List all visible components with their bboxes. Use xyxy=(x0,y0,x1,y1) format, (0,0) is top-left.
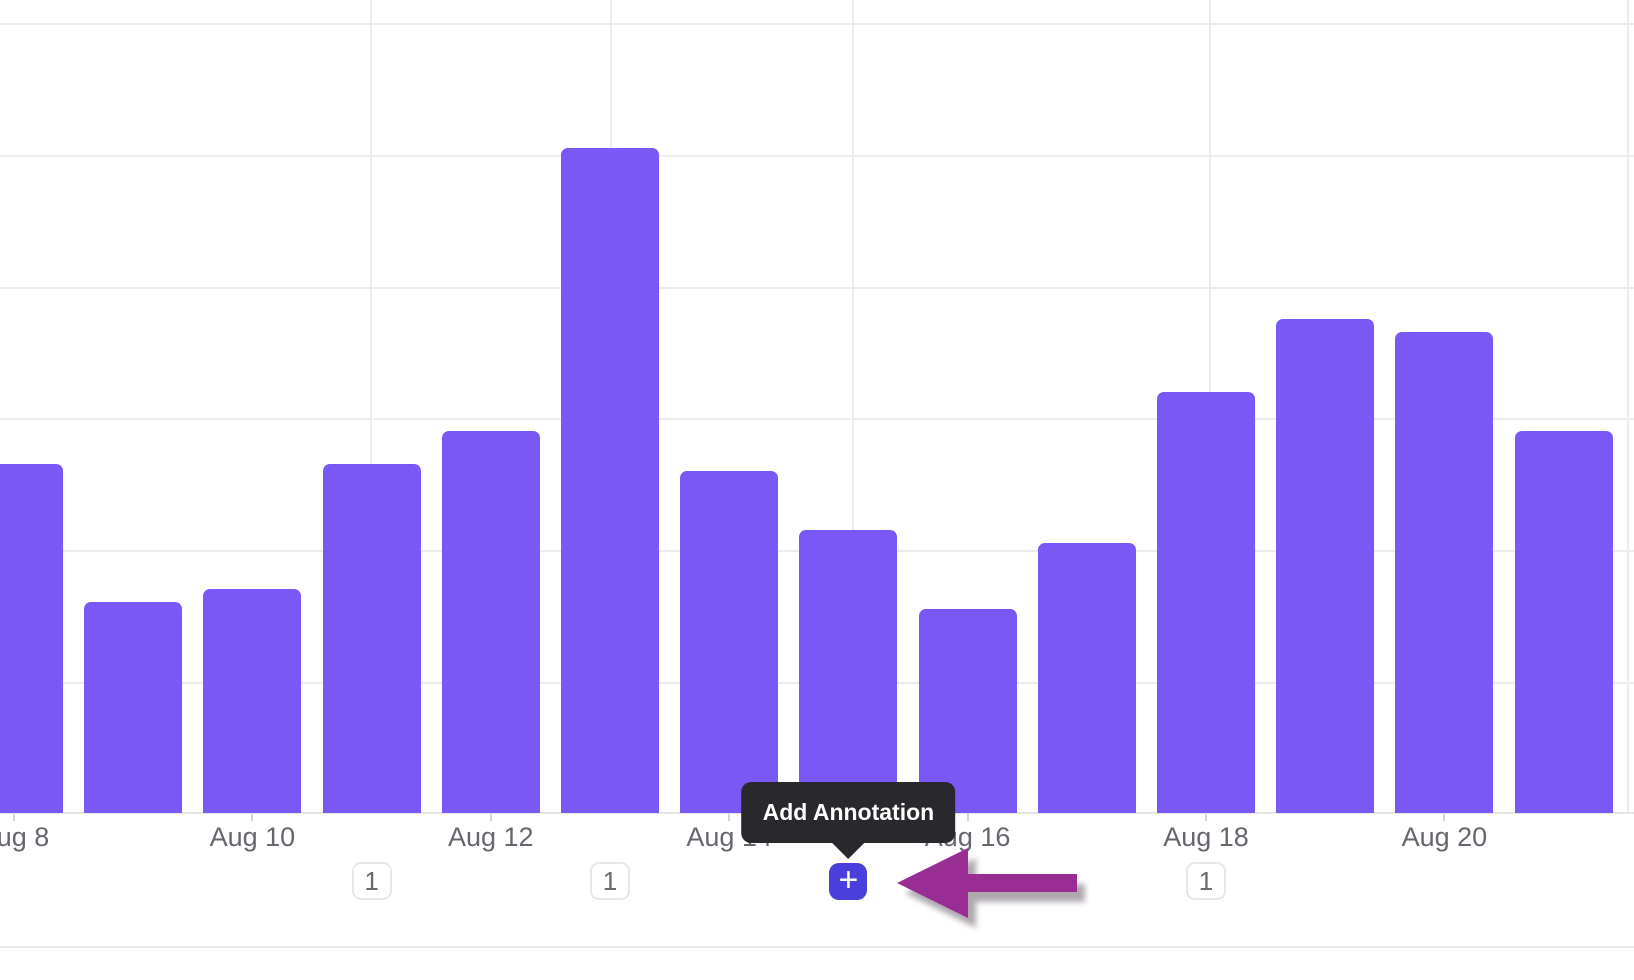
bar-aug-16[interactable] xyxy=(918,609,1017,813)
x-axis-tick xyxy=(728,814,731,821)
x-axis-tick xyxy=(1205,814,1207,821)
bar-aug-10[interactable] xyxy=(203,589,302,813)
bar-aug-21[interactable] xyxy=(1514,431,1613,813)
x-axis-tick xyxy=(966,814,969,821)
tooltip-label: Add Annotation xyxy=(762,799,935,825)
x-axis-label-aug-12: Aug 12 xyxy=(448,822,534,852)
bar-aug-18[interactable] xyxy=(1157,392,1255,813)
x-axis-label-aug-20: Aug 20 xyxy=(1401,822,1488,852)
x-axis-tick xyxy=(251,814,254,821)
annotation-badge-aug-11[interactable]: 1 xyxy=(351,862,392,900)
section-divider xyxy=(0,946,1634,948)
vertical-gridline xyxy=(370,0,372,813)
bar-aug-11[interactable] xyxy=(322,464,421,813)
bar-aug-20[interactable] xyxy=(1395,332,1494,813)
bar-aug-17[interactable] xyxy=(1037,543,1136,813)
x-axis-label-aug-8: Aug 8 xyxy=(0,822,50,852)
annotation-badge-aug-18[interactable]: 1 xyxy=(1186,862,1226,900)
x-axis-tick xyxy=(489,814,492,821)
horizontal-gridline xyxy=(0,287,1634,289)
bar-aug-14[interactable] xyxy=(680,471,779,813)
horizontal-gridline xyxy=(0,23,1634,25)
arrow-shape xyxy=(897,848,1077,918)
bar-aug-15[interactable] xyxy=(799,530,898,813)
bar-aug-12[interactable] xyxy=(441,431,540,813)
bar-aug-9[interactable] xyxy=(84,602,183,813)
vertical-gridline xyxy=(852,0,854,813)
pointer-arrow-overlay xyxy=(897,848,1077,918)
plus-icon: + xyxy=(838,861,859,899)
x-axis-label-aug-10: Aug 10 xyxy=(209,822,296,852)
bar-aug-8[interactable] xyxy=(0,464,63,813)
annotation-badge-aug-13[interactable]: 1 xyxy=(590,862,630,900)
bar-aug-13[interactable] xyxy=(561,148,659,813)
x-axis-label-aug-18: Aug 18 xyxy=(1163,822,1249,852)
x-axis-tick xyxy=(1443,814,1446,821)
horizontal-gridline xyxy=(0,418,1634,420)
horizontal-gridline xyxy=(0,155,1634,157)
bar-aug-19[interactable] xyxy=(1276,319,1375,813)
x-axis-tick xyxy=(13,814,15,821)
vertical-gridline xyxy=(1627,0,1629,813)
add-annotation-tooltip: Add Annotation xyxy=(741,782,956,859)
add-annotation-button[interactable]: + xyxy=(829,861,868,900)
tooltip-caret xyxy=(831,842,866,859)
